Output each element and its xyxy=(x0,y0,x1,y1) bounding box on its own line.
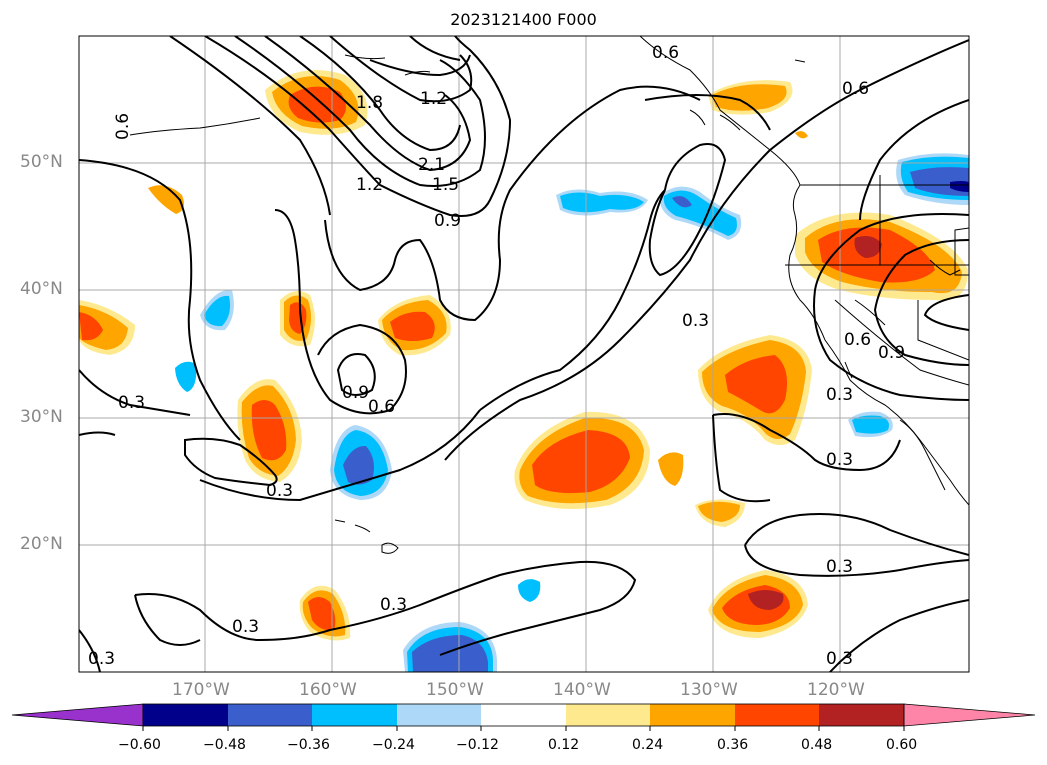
colorbar-tick-label: 0.24 xyxy=(632,737,664,753)
colorbar-tick-label: 0.36 xyxy=(717,737,749,753)
warm-anomaly xyxy=(698,501,740,522)
map-title: 2023121400 F000 xyxy=(450,10,597,29)
warm-anomaly xyxy=(795,131,808,139)
colorbar-segment xyxy=(481,704,566,726)
colorbar-tick-label: 0.48 xyxy=(801,737,833,753)
colorbar-segment xyxy=(228,704,312,726)
warm-anomaly xyxy=(390,311,435,341)
cool-anomaly xyxy=(518,579,541,602)
lat-label: 30°N xyxy=(20,407,63,427)
lon-label: 140°W xyxy=(553,680,611,700)
colorbar-segment xyxy=(650,704,735,726)
colorbar-tick-label: −0.24 xyxy=(372,737,415,753)
warm-anomaly xyxy=(725,355,788,414)
contour-label: 0.3 xyxy=(826,450,853,470)
contour-label: 0.3 xyxy=(826,649,853,669)
lat-label: 20°N xyxy=(20,534,63,554)
cool-anomaly xyxy=(672,196,692,208)
lon-label: 160°W xyxy=(299,680,357,700)
warm-anomaly xyxy=(251,400,287,461)
lon-label: 170°W xyxy=(172,680,230,700)
contour-label: 0.3 xyxy=(682,311,709,331)
cool-anomaly xyxy=(852,415,889,434)
warm-anomaly xyxy=(308,597,336,631)
colorbar-segment xyxy=(735,704,819,726)
colorbar-tick-label: −0.60 xyxy=(118,737,161,753)
contour-label: 0.6 xyxy=(844,330,871,350)
lon-label: 150°W xyxy=(426,680,484,700)
contour-label: 1.2 xyxy=(356,175,383,195)
graticule xyxy=(79,36,969,672)
contour-label: 0.6 xyxy=(652,43,679,63)
contour-label: 0.3 xyxy=(232,617,259,637)
colorbar-frame xyxy=(142,703,905,727)
colorbar-segment xyxy=(819,704,904,726)
warm-anomaly xyxy=(79,312,103,341)
colorbar-tick-label: −0.48 xyxy=(203,737,246,753)
colorbar-segment xyxy=(312,704,397,726)
contour-label: 0.6 xyxy=(113,113,133,140)
cool-anomaly xyxy=(950,181,969,192)
lat-label: 50°N xyxy=(20,152,63,172)
colorbar-segment xyxy=(566,704,650,726)
contour-label: 0.9 xyxy=(434,211,461,231)
colorbar-extend-high xyxy=(903,703,1036,727)
lon-label: 120°W xyxy=(807,680,865,700)
colorbar-extend-low xyxy=(11,703,144,727)
warm-anomaly xyxy=(854,236,882,258)
cool-anomaly xyxy=(560,192,644,213)
contour-label: 0.3 xyxy=(826,385,853,405)
contour-label: 0.9 xyxy=(342,383,369,403)
map-frame xyxy=(78,35,970,673)
colorbar-tick-label: −0.36 xyxy=(287,737,330,753)
warm-anomaly xyxy=(748,590,784,610)
warm-anomaly xyxy=(658,452,684,486)
cool-anomaly xyxy=(175,361,197,392)
contour-label: 0.9 xyxy=(878,343,905,363)
colorbar-tick-label: 0.12 xyxy=(548,737,580,753)
colorbar-segment xyxy=(397,704,481,726)
contour-labels: 1.8 1.2 2.1 1.5 1.2 0.9 0.6 0.6 0.6 0.3 … xyxy=(88,43,905,669)
colorbar-tick-label: −0.12 xyxy=(456,737,499,753)
lat-label: 40°N xyxy=(20,279,63,299)
warm-anomaly xyxy=(532,430,630,494)
contour-label: 0.3 xyxy=(266,481,293,501)
anomaly-shading: 1.8 1.2 2.1 1.5 1.2 0.9 0.6 0.6 0.6 0.3 … xyxy=(79,36,969,672)
contour-label: 0.3 xyxy=(826,557,853,577)
contour-label: 0.6 xyxy=(842,79,869,99)
contour-label: 2.1 xyxy=(418,155,445,175)
warm-anomaly xyxy=(712,84,787,111)
contour-label: 1.8 xyxy=(356,93,383,113)
contour-label: 1.2 xyxy=(420,89,447,109)
lon-label: 130°W xyxy=(680,680,738,700)
contour-label: 0.3 xyxy=(380,595,407,615)
colorbar-tick-label: 0.60 xyxy=(886,737,918,753)
contour-label: 0.6 xyxy=(368,397,395,417)
cool-anomaly xyxy=(343,445,374,485)
contours xyxy=(79,36,969,672)
cool-anomaly xyxy=(204,295,231,327)
contour-label: 0.3 xyxy=(118,393,145,413)
warm-anomaly xyxy=(148,185,184,214)
contour-label: 0.3 xyxy=(88,649,115,669)
coastlines xyxy=(129,36,969,554)
colorbar xyxy=(11,703,1036,731)
colorbar-segment xyxy=(143,704,228,726)
contour-label: 1.5 xyxy=(432,175,459,195)
